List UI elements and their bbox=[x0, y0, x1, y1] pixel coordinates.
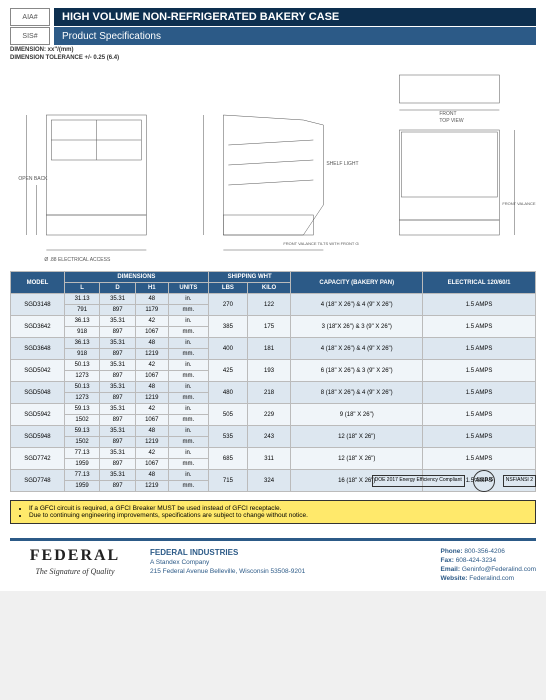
th-l: L bbox=[64, 283, 100, 294]
th-ship: SHIPPING WHT bbox=[209, 272, 291, 283]
th-h1: H1 bbox=[135, 283, 168, 294]
table-row: SGD364236.1335.3142in.3851753 (18"X 26")… bbox=[11, 316, 536, 327]
aia-tag: AIA# bbox=[10, 8, 50, 26]
th-lbs: LBS bbox=[209, 283, 248, 294]
table-row: SGD314831.1335.3148in.2701224 (18" X 26"… bbox=[11, 294, 536, 305]
th-units: UNITS bbox=[168, 283, 208, 294]
ul-badge: c(UL)US bbox=[473, 470, 495, 492]
th-model: MODEL bbox=[11, 272, 65, 294]
logo: FEDERAL The Signature of Quality bbox=[10, 547, 140, 583]
svg-text:OPEN BACK: OPEN BACK bbox=[18, 176, 48, 182]
header-row-2: SIS# Product Specifications bbox=[10, 27, 536, 45]
footer: FEDERAL The Signature of Quality FEDERAL… bbox=[10, 538, 536, 583]
doe-badge: DOE 2017 Energy Efficiency Compliant bbox=[372, 475, 465, 487]
th-d: D bbox=[100, 283, 136, 294]
table-row: SGD594259.1335.3142in.5052299 (18" X 26"… bbox=[11, 404, 536, 415]
th-kilo: KILO bbox=[247, 283, 291, 294]
tolerance-note: DIMENSION TOLERANCE +/- 0.25 (6.4) bbox=[10, 55, 536, 61]
subtitle-banner: Product Specifications bbox=[54, 27, 536, 45]
table-row: SGD504250.1335.3142in.4251936 (18" X 26"… bbox=[11, 360, 536, 371]
company-name: FEDERAL INDUSTRIES bbox=[150, 547, 305, 558]
note-item: Due to continuing engineering improvemen… bbox=[29, 512, 529, 519]
spec-sheet: AIA# HIGH VOLUME NON-REFRIGERATED BAKERY… bbox=[0, 0, 546, 591]
table-row: SGD594859.1335.3148in.53524312 (18" X 26… bbox=[11, 426, 536, 437]
nsf-badge: NSF/ANSI 2 bbox=[503, 475, 536, 487]
drawing-side: SHELF LIGHTS FRONT VALANCE TILTS WITH FR… bbox=[187, 65, 360, 265]
note-item: If a GFCI circuit is required, a GFCI Br… bbox=[29, 505, 529, 512]
notes-box: If a GFCI circuit is required, a GFCI Br… bbox=[10, 500, 536, 524]
header-row-1: AIA# HIGH VOLUME NON-REFRIGERATED BAKERY… bbox=[10, 8, 536, 26]
svg-text:FRONT VALANCE TILTS WITH FRONT: FRONT VALANCE TILTS WITH FRONT GLASS bbox=[283, 241, 359, 246]
title-banner: HIGH VOLUME NON-REFRIGERATED BAKERY CASE bbox=[54, 8, 536, 26]
th-capacity: CAPACITY (BAKERY PAN) bbox=[291, 272, 423, 294]
dimension-note: DIMENSION: xx"/(mm) bbox=[10, 47, 536, 53]
svg-text:Ø .88 ELECTRICAL ACCESS: Ø .88 ELECTRICAL ACCESS bbox=[44, 257, 111, 263]
spec-table: MODEL DIMENSIONS SHIPPING WHT CAPACITY (… bbox=[10, 271, 536, 492]
table-row: SGD774277.1335.3142in.68531112 (18" X 26… bbox=[11, 448, 536, 459]
drawing-right: FRONT TOP VIEW FRONT VALANCE bbox=[363, 65, 536, 265]
sis-tag: SIS# bbox=[10, 27, 50, 45]
company-info: FEDERAL INDUSTRIES A Standex Company 215… bbox=[150, 547, 305, 583]
th-dimensions: DIMENSIONS bbox=[64, 272, 208, 283]
table-row: SGD504850.1335.3148in.4802188 (18" X 26"… bbox=[11, 382, 536, 393]
svg-text:FRONT VALANCE: FRONT VALANCE bbox=[503, 201, 536, 206]
company-div: A Standex Company bbox=[150, 558, 305, 567]
svg-text:SHELF LIGHTS: SHELF LIGHTS bbox=[326, 161, 359, 167]
table-row: SGD364836.1335.3148in.4001814 (18" X 26"… bbox=[11, 338, 536, 349]
company-addr: 215 Federal Avenue Belleville, Wisconsin… bbox=[150, 567, 305, 576]
svg-text:TOP VIEW: TOP VIEW bbox=[440, 118, 465, 124]
drawing-front: OPEN BACK Ø .88 ELECTRICAL ACCESS bbox=[10, 65, 183, 265]
brand-name: FEDERAL bbox=[10, 547, 140, 565]
th-elec: ELECTRICAL 120/60/1 bbox=[423, 272, 536, 294]
svg-text:FRONT: FRONT bbox=[440, 111, 457, 117]
technical-drawings: OPEN BACK Ø .88 ELECTRICAL ACCESS SHELF … bbox=[10, 65, 536, 265]
brand-tagline: The Signature of Quality bbox=[10, 567, 140, 576]
contact-info: Phone: 800-356-4206 Fax: 608-424-3234 Em… bbox=[441, 547, 537, 583]
